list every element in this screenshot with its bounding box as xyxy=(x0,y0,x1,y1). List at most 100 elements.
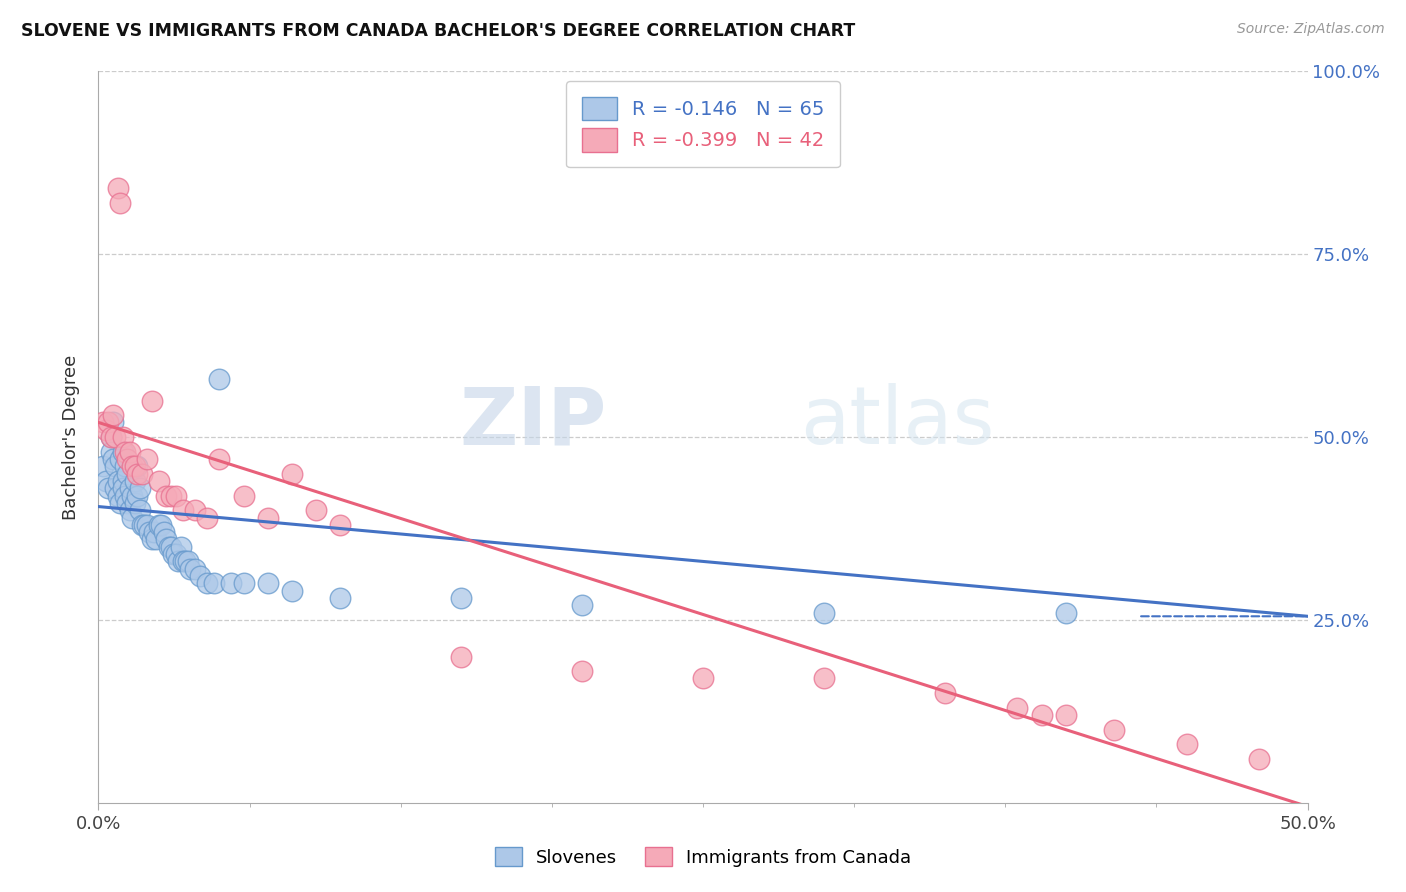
Point xyxy=(100,430,122,444)
Point xyxy=(107,489,129,503)
Point xyxy=(1054,606,1077,620)
Point xyxy=(118,481,141,495)
Point xyxy=(108,496,131,510)
Legend: Slovenes, Immigrants from Canada: Slovenes, Immigrants from Canada xyxy=(488,840,918,874)
Point xyxy=(184,562,207,576)
Point xyxy=(150,517,173,532)
Point xyxy=(148,474,170,488)
Point xyxy=(117,452,139,467)
Point xyxy=(135,517,157,532)
Point xyxy=(281,467,304,481)
Point xyxy=(184,503,207,517)
Point xyxy=(117,496,139,510)
Point xyxy=(127,467,149,481)
Point xyxy=(571,664,593,678)
Point xyxy=(108,452,131,467)
Point xyxy=(118,444,141,458)
Point xyxy=(450,649,472,664)
Point xyxy=(232,489,254,503)
Point xyxy=(179,562,201,576)
Point xyxy=(117,467,139,481)
Point xyxy=(104,459,127,474)
Point xyxy=(127,459,149,474)
Point xyxy=(305,503,328,517)
Point xyxy=(160,489,183,503)
Point xyxy=(141,393,163,408)
Point xyxy=(121,510,143,524)
Point xyxy=(1102,723,1125,737)
Point xyxy=(571,599,593,613)
Point xyxy=(94,474,117,488)
Point xyxy=(1007,700,1029,714)
Point xyxy=(94,423,117,437)
Point xyxy=(1175,737,1198,751)
Point xyxy=(1249,752,1271,766)
Point xyxy=(281,583,304,598)
Point xyxy=(108,196,131,211)
Point xyxy=(221,576,243,591)
Point xyxy=(813,606,835,620)
Point xyxy=(127,489,149,503)
Text: Source: ZipAtlas.com: Source: ZipAtlas.com xyxy=(1237,22,1385,37)
Point xyxy=(101,416,124,430)
Point xyxy=(169,540,191,554)
Point xyxy=(114,444,136,458)
Point xyxy=(1031,708,1053,723)
Point xyxy=(138,525,160,540)
Point xyxy=(135,452,157,467)
Point xyxy=(148,517,170,532)
Point xyxy=(114,489,136,503)
Point xyxy=(155,533,177,547)
Point xyxy=(692,672,714,686)
Point xyxy=(131,517,153,532)
Point xyxy=(91,459,114,474)
Point xyxy=(91,416,114,430)
Point xyxy=(329,591,352,605)
Point xyxy=(157,540,180,554)
Y-axis label: Bachelor's Degree: Bachelor's Degree xyxy=(62,354,80,520)
Point xyxy=(143,525,166,540)
Point xyxy=(101,452,124,467)
Point xyxy=(208,452,231,467)
Point xyxy=(172,554,194,568)
Point xyxy=(134,517,156,532)
Point xyxy=(111,430,134,444)
Point xyxy=(208,371,231,385)
Point xyxy=(165,547,187,561)
Point xyxy=(232,576,254,591)
Point xyxy=(97,416,120,430)
Text: atlas: atlas xyxy=(800,384,994,461)
Point xyxy=(172,503,194,517)
Point xyxy=(128,503,150,517)
Point xyxy=(152,525,174,540)
Point xyxy=(124,474,146,488)
Point xyxy=(104,430,127,444)
Point xyxy=(100,444,122,458)
Point xyxy=(141,533,163,547)
Point xyxy=(155,489,177,503)
Point xyxy=(195,576,218,591)
Point xyxy=(177,554,200,568)
Point xyxy=(188,569,211,583)
Text: SLOVENE VS IMMIGRANTS FROM CANADA BACHELOR'S DEGREE CORRELATION CHART: SLOVENE VS IMMIGRANTS FROM CANADA BACHEL… xyxy=(21,22,855,40)
Point xyxy=(1054,708,1077,723)
Point xyxy=(111,474,134,488)
Point xyxy=(145,533,167,547)
Point xyxy=(174,554,197,568)
Point xyxy=(121,489,143,503)
Point xyxy=(934,686,956,700)
Point xyxy=(121,459,143,474)
Legend: R = -0.146   N = 65, R = -0.399   N = 42: R = -0.146 N = 65, R = -0.399 N = 42 xyxy=(567,81,839,168)
Point xyxy=(118,503,141,517)
Point xyxy=(111,444,134,458)
Point xyxy=(165,489,187,503)
Point xyxy=(450,591,472,605)
Point xyxy=(813,672,835,686)
Point xyxy=(204,576,226,591)
Point xyxy=(114,459,136,474)
Point xyxy=(329,517,352,532)
Point xyxy=(111,481,134,495)
Point xyxy=(107,474,129,488)
Point xyxy=(167,554,190,568)
Point xyxy=(97,481,120,495)
